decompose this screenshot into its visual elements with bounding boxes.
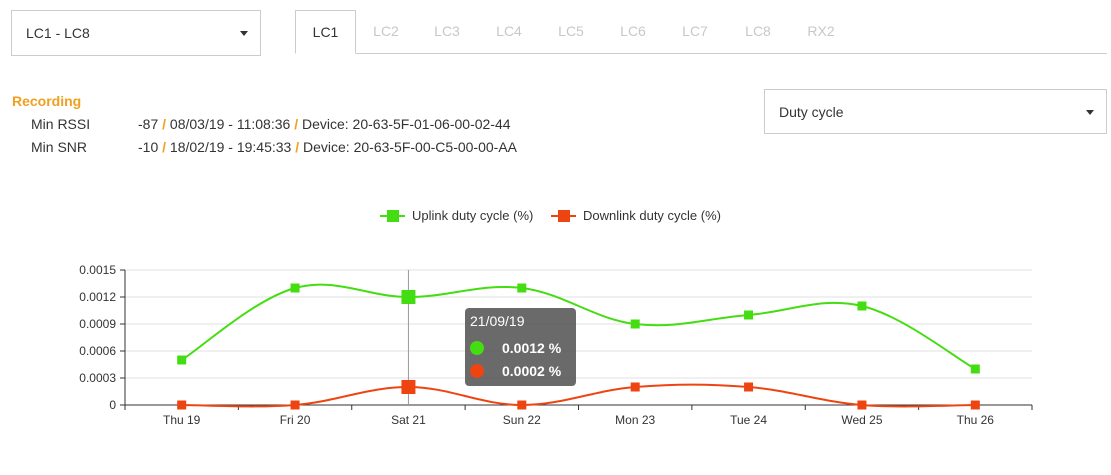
series-line: [181, 283, 976, 370]
tab-lc4[interactable]: LC4: [496, 23, 522, 39]
tab-lc6[interactable]: LC6: [620, 23, 646, 39]
lc-range-value: LC1 - LC8: [26, 25, 90, 41]
tab-lc3[interactable]: LC3: [434, 23, 460, 39]
data-point[interactable]: [517, 283, 527, 293]
series-line: [181, 383, 976, 408]
legend-label[interactable]: Uplink duty cycle (%): [412, 208, 533, 223]
separator: /: [294, 116, 299, 132]
min-rssi-label: Min RSSI: [31, 116, 91, 132]
duty-cycle-chart: Uplink duty cycle (%) Downlink duty cycle…: [79, 208, 1033, 427]
recording-title: Recording: [12, 93, 82, 109]
data-point[interactable]: [517, 400, 527, 410]
data-point[interactable]: [857, 301, 867, 311]
x-tick-label: Wed 25: [841, 413, 882, 427]
min-snr-datetime: 18/02/19 - 19:45:33: [169, 139, 292, 155]
x-tick-label: Sat 21: [391, 413, 426, 427]
data-point[interactable]: [401, 290, 416, 304]
data-point[interactable]: [970, 364, 980, 374]
data-point[interactable]: [970, 400, 980, 410]
min-rssi-value: -87: [138, 116, 159, 132]
tooltip-title: 21/09/19: [470, 313, 525, 329]
min-snr-row: Min SNR -10 / 18/02/19 - 19:45:33 / Devic…: [31, 139, 517, 155]
data-point[interactable]: [857, 400, 867, 410]
tab-lc8[interactable]: LC8: [745, 23, 771, 39]
tooltip-box: [465, 308, 576, 386]
separator: /: [162, 116, 167, 132]
data-point[interactable]: [401, 380, 416, 394]
x-tick-label: Fri 20: [280, 413, 311, 427]
tab-lc5[interactable]: LC5: [558, 23, 584, 39]
min-rssi-row: Min RSSI -87 / 08/03/19 - 11:08:36 / Devi…: [31, 116, 511, 132]
data-point[interactable]: [744, 382, 754, 392]
y-tick-label: 0.0012: [79, 290, 116, 304]
data-point[interactable]: [744, 310, 754, 320]
tooltip-marker: [470, 341, 484, 355]
data-point[interactable]: [290, 283, 300, 293]
legend-marker: [387, 210, 399, 222]
y-tick-label: 0.0006: [79, 344, 116, 358]
min-snr-value: -10: [138, 139, 159, 155]
min-snr-device: Device: 20-63-5F-00-C5-00-00-AA: [303, 139, 517, 155]
x-tick-label: Mon 23: [615, 413, 655, 427]
lc-range-dropdown[interactable]: LC1 - LC8: [11, 10, 261, 56]
min-snr-label: Min SNR: [31, 139, 88, 155]
x-tick-label: Tue 24: [730, 413, 767, 427]
x-tick-label: Thu 26: [957, 413, 995, 427]
legend-marker: [558, 210, 570, 222]
tooltip-marker: [470, 364, 484, 378]
x-tick-label: Thu 19: [163, 413, 201, 427]
metric-value: Duty cycle: [779, 103, 844, 120]
data-point[interactable]: [177, 355, 187, 365]
data-point[interactable]: [630, 382, 640, 392]
tooltip-value: 0.0012 %: [502, 340, 562, 356]
data-point[interactable]: [177, 400, 187, 410]
caret-down-icon: [1086, 109, 1094, 115]
tab-lc2[interactable]: LC2: [373, 23, 399, 39]
tab-lc7[interactable]: LC7: [682, 23, 708, 39]
caret-down-icon: [240, 31, 248, 36]
tab-lc1[interactable]: LC1: [295, 10, 356, 54]
x-tick-label: Sun 22: [503, 413, 541, 427]
tab-rx2[interactable]: RX2: [807, 23, 835, 39]
y-tick-label: 0.0009: [79, 317, 116, 331]
metric-dropdown[interactable]: Duty cycle: [764, 89, 1107, 134]
data-point[interactable]: [630, 319, 640, 329]
separator: /: [162, 139, 167, 155]
legend-label[interactable]: Downlink duty cycle (%): [583, 208, 721, 223]
min-rssi-datetime: 08/03/19 - 11:08:36: [169, 116, 291, 132]
y-tick-label: 0.0015: [79, 263, 116, 277]
data-point[interactable]: [290, 400, 300, 410]
y-tick-label: 0.0003: [79, 371, 116, 385]
tooltip-value: 0.0002 %: [502, 363, 562, 379]
y-tick-label: 0: [109, 398, 116, 412]
min-rssi-device: Device: 20-63-5F-01-06-00-02-44: [301, 116, 511, 132]
gateway-tabs: LC1 LC2 LC3 LC4 LC5 LC6 LC7 LC8 RX2: [295, 10, 1107, 54]
separator: /: [295, 139, 300, 155]
